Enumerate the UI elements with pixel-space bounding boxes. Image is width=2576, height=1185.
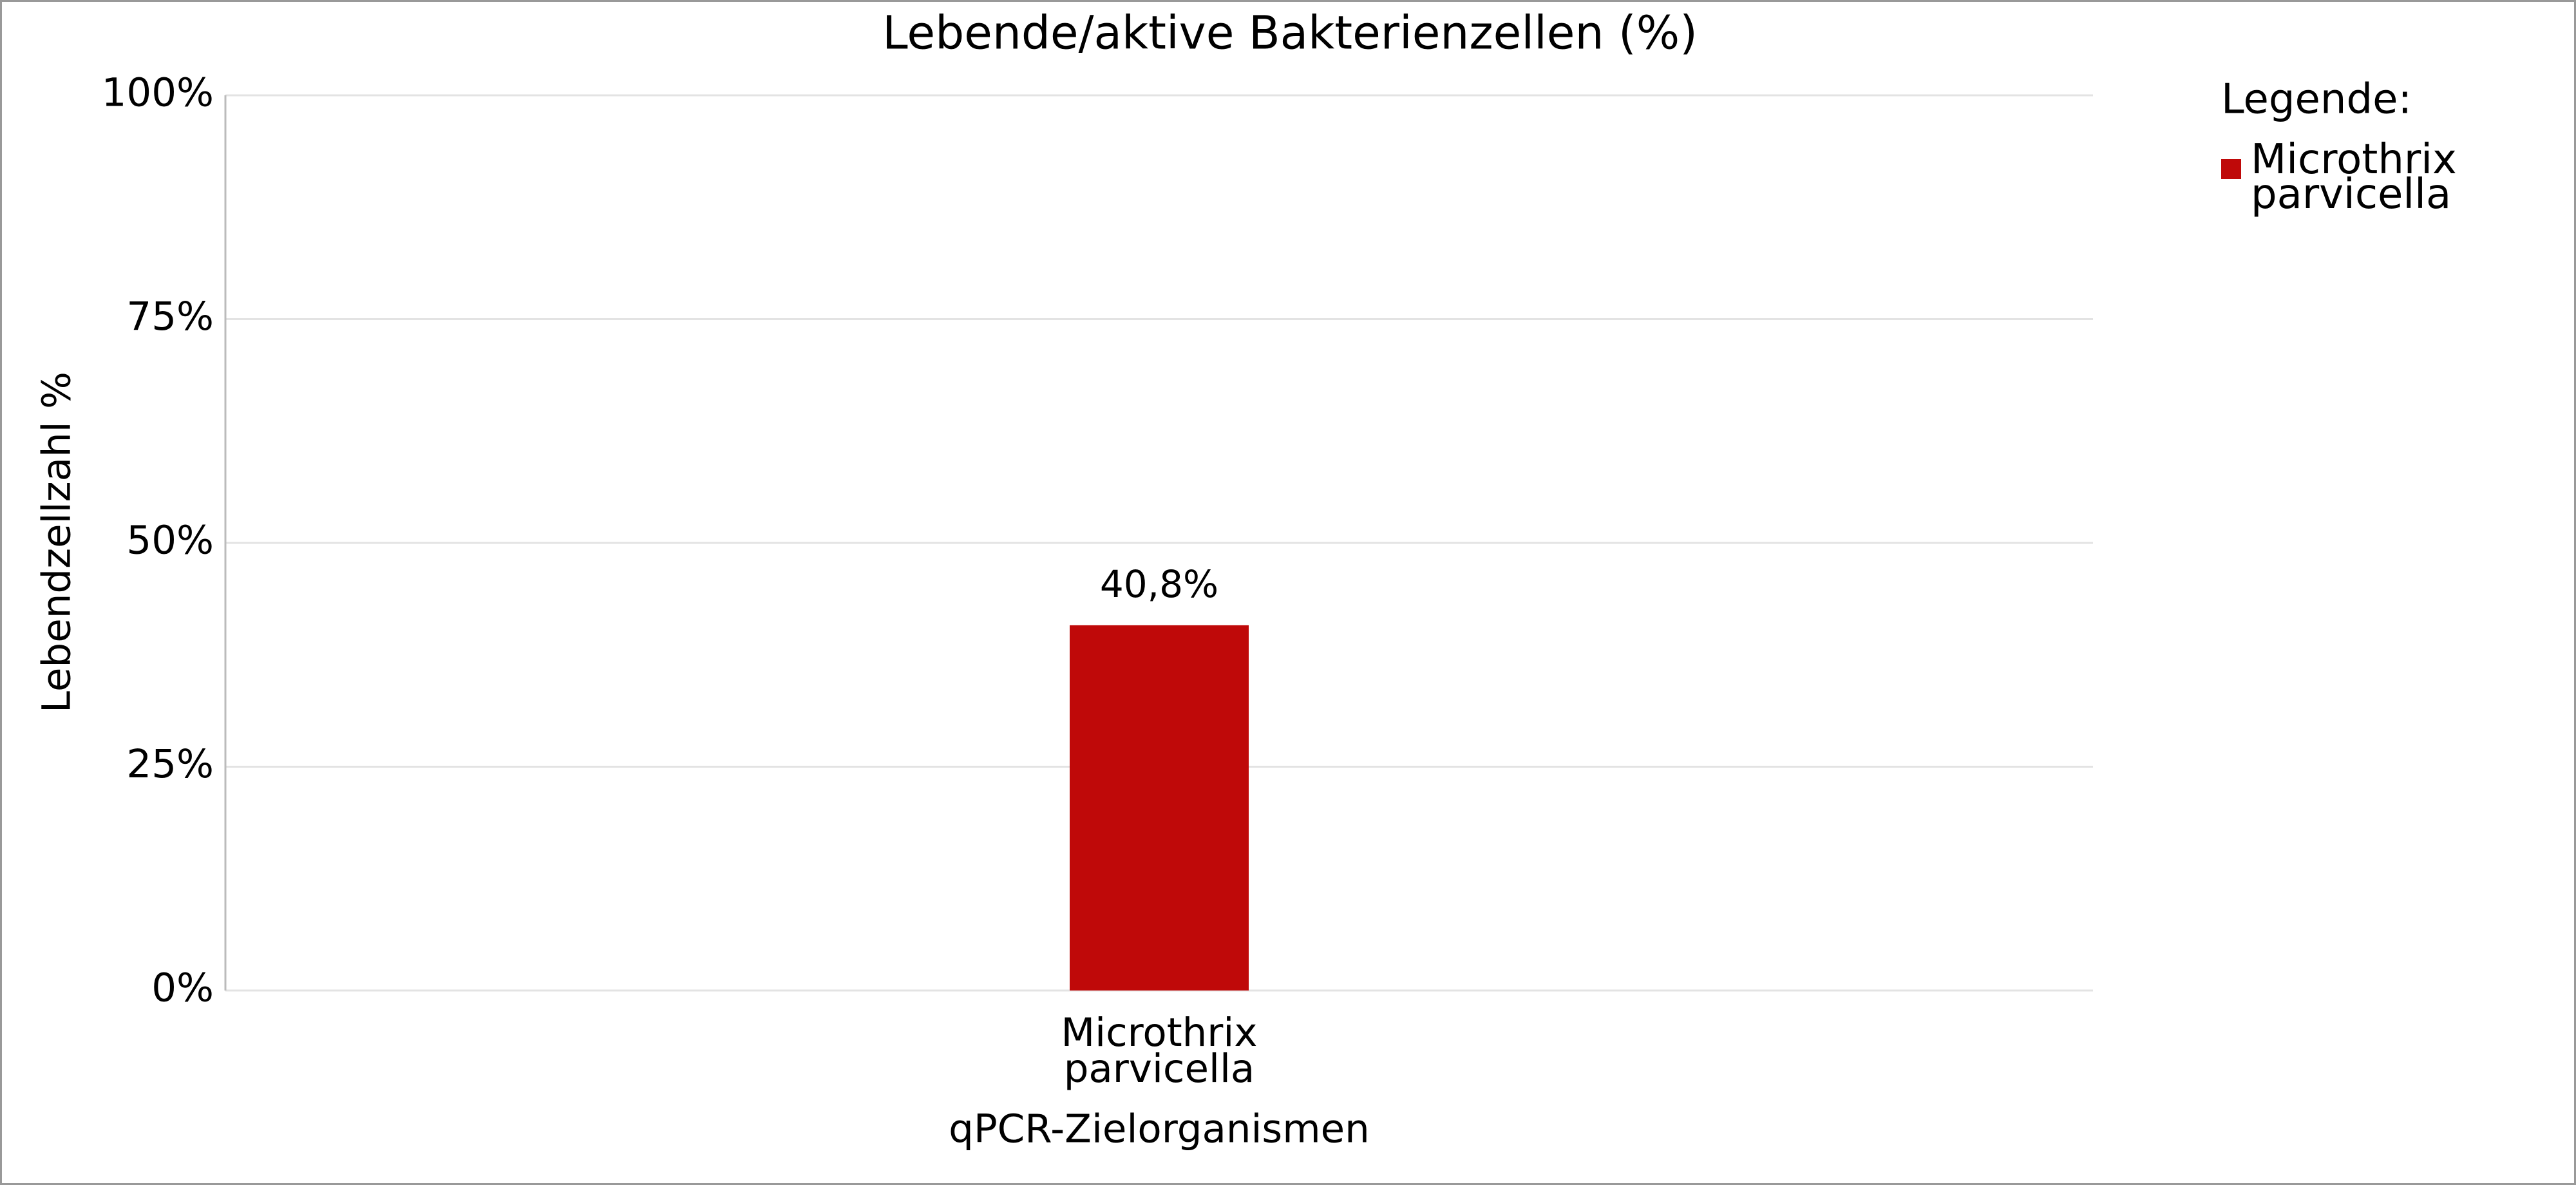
y-axis-label: Lebendzellzahl %: [34, 372, 80, 713]
y-tick-label: 0%: [151, 965, 214, 1011]
legend-title: Legende:: [2221, 76, 2412, 124]
x-tick-label: Microthrix parvicella: [1061, 1010, 1258, 1092]
legend-swatch: [2221, 159, 2241, 179]
y-tick-label: 50%: [126, 518, 214, 564]
y-tick-label: 100%: [102, 70, 214, 116]
bar: [1070, 625, 1249, 991]
legend-label: Microthrix parvicella: [2251, 136, 2457, 218]
value-label: 40,8%: [1100, 562, 1218, 606]
y-tick-label: 75%: [126, 294, 214, 339]
x-axis-label: qPCR-Zielorganismen: [949, 1106, 1370, 1152]
chart-title: Lebende/aktive Bakterienzellen (%): [882, 6, 1698, 60]
y-tick-label: 25%: [126, 741, 214, 787]
